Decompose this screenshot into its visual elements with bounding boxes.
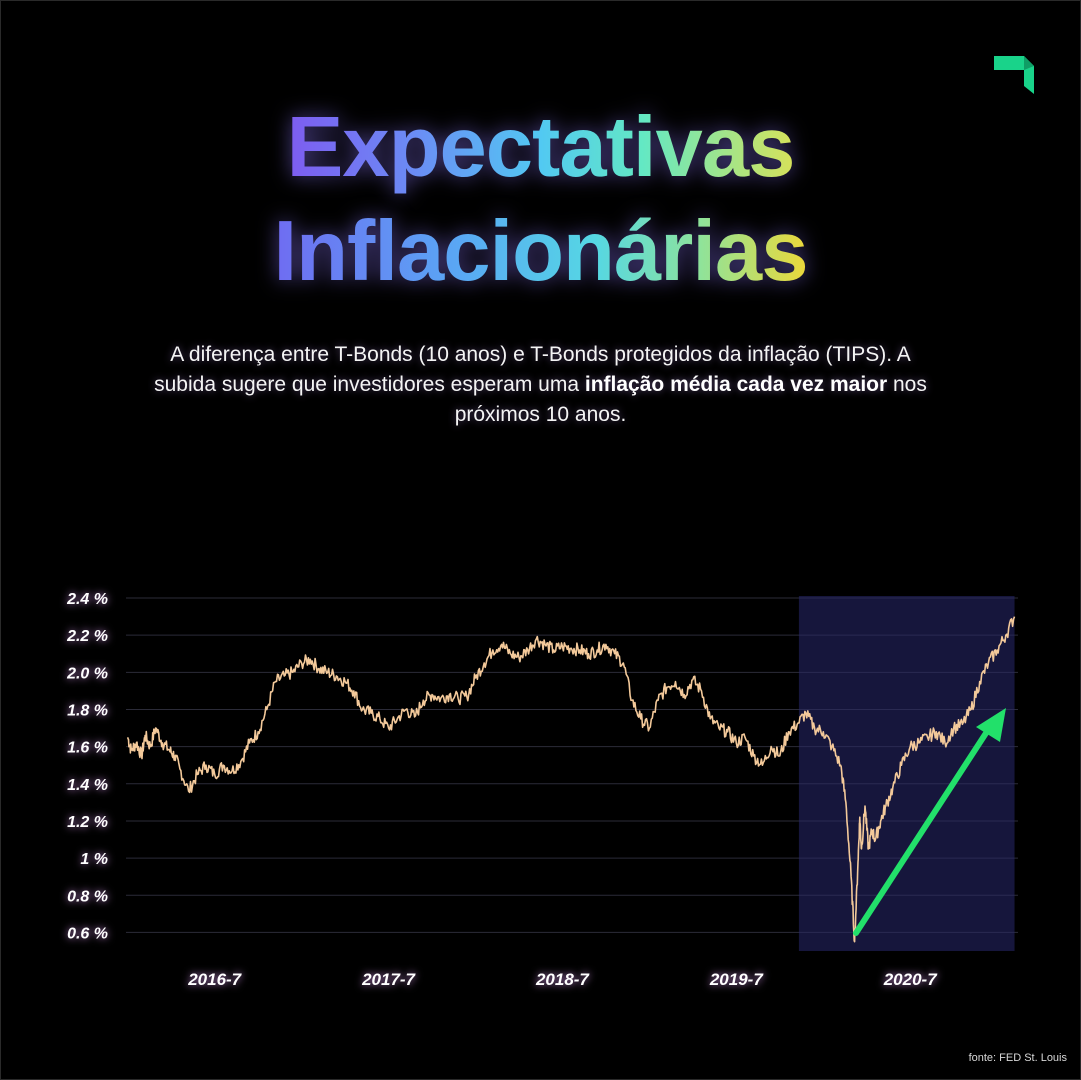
brand-logo-icon	[994, 56, 1034, 94]
y-tick-label: 1 %	[80, 851, 108, 868]
x-tick-label: 2017-7	[361, 970, 416, 989]
y-tick-label: 2.0 %	[66, 665, 108, 682]
source-note: fonte: FED St. Louis	[968, 1052, 1067, 1064]
y-axis: 2.4 % 2.2 % 2.0 % 1.8 % 1.6 % 1.4 % 1.2 % 1 % 0.…	[66, 591, 108, 942]
y-tick-label: 1.8 %	[67, 702, 108, 719]
x-tick-label: 2019-7	[709, 970, 764, 989]
series-line	[126, 616, 1016, 943]
y-tick-label: 2.4 %	[66, 591, 108, 608]
title-line-2: Inflacionárias	[274, 200, 809, 304]
x-tick-label: 2018-7	[535, 970, 590, 989]
x-tick-label: 2016-7	[187, 970, 242, 989]
trend-arrow-icon	[853, 708, 1006, 936]
page-title: Expectativas Inflacionárias	[0, 96, 1081, 304]
y-tick-label: 1.6 %	[67, 740, 108, 757]
description: A diferença entre T-Bonds (10 anos) e T-…	[150, 340, 931, 430]
y-tick-label: 2.2 %	[66, 628, 108, 645]
y-tick-label: 1.2 %	[67, 814, 108, 831]
highlight-region	[798, 596, 1015, 951]
y-tick-label: 0.6 %	[67, 925, 108, 942]
y-tick-label: 0.8 %	[67, 888, 108, 905]
x-axis: 2016-7 2017-7 2018-7 2019-7 2020-7	[187, 970, 938, 989]
description-bold: inflação média cada vez maior	[584, 373, 888, 396]
title-line-1: Expectativas	[287, 96, 796, 200]
y-tick-label: 1.4 %	[67, 777, 108, 794]
grid-overlay	[798, 597, 1015, 933]
description-text-2: nos próximos 10 anos.	[454, 373, 927, 426]
x-tick-label: 2020-7	[883, 970, 938, 989]
description-text-1: A diferença entre T-Bonds (10 anos) e T-…	[154, 343, 911, 396]
